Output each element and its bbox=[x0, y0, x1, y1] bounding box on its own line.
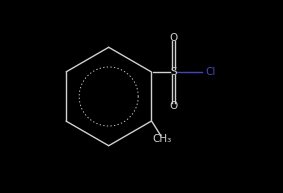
Text: CH₃: CH₃ bbox=[152, 135, 171, 144]
Text: S: S bbox=[170, 67, 177, 77]
Text: O: O bbox=[170, 101, 178, 111]
Text: Cl: Cl bbox=[205, 67, 216, 77]
Text: O: O bbox=[170, 33, 178, 43]
